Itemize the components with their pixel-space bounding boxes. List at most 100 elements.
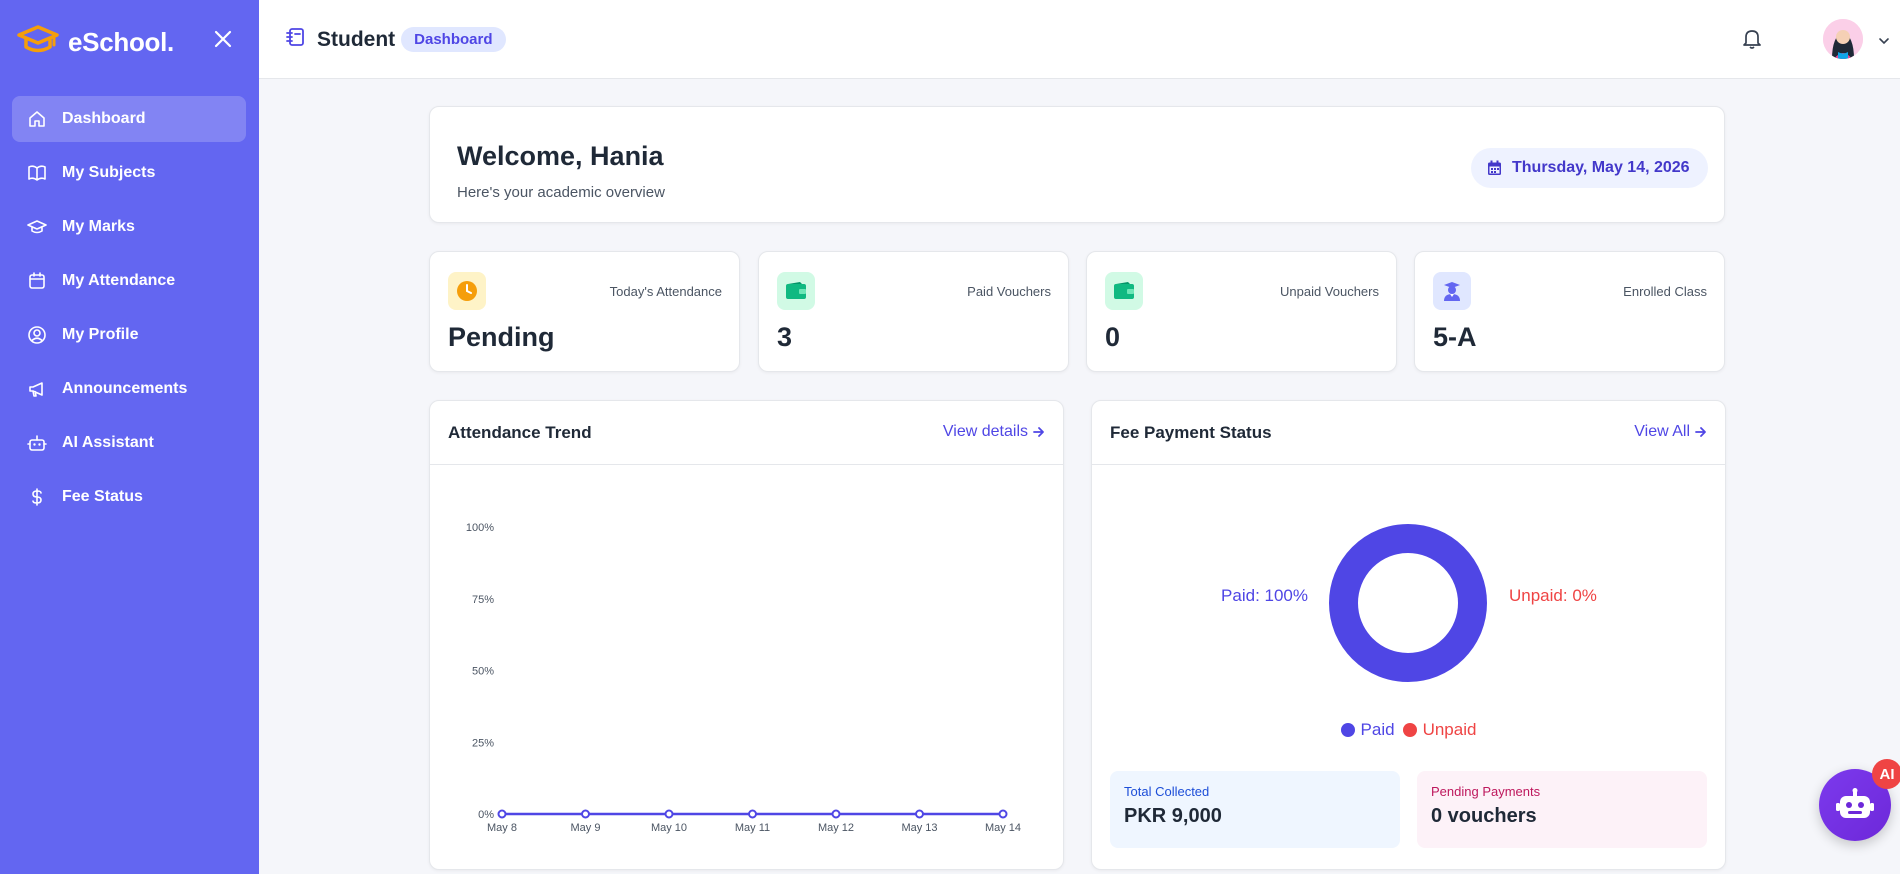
fee-legend: Paid Unpaid — [1092, 720, 1725, 740]
total-collected-label: Total Collected — [1124, 784, 1210, 799]
total-collected-box: Total Collected PKR 9,000 — [1110, 771, 1400, 848]
pending-payments-label: Pending Payments — [1431, 784, 1541, 799]
link-label: View details — [942, 423, 1028, 440]
y-tick-label: 75% — [472, 594, 494, 606]
student-icon — [1433, 272, 1471, 310]
close-sidebar-button[interactable] — [212, 28, 234, 50]
attendance-line-chart: 0% 25% 50% 75% 100% May 8 May 9 May 10 May 11 May… — [466, 522, 1021, 834]
sidebar-item-my-subjects[interactable]: My Subjects — [12, 150, 246, 196]
stat-card-attendance[interactable]: Today's Attendance Pending — [429, 251, 740, 372]
legend-label: Unpaid — [1422, 720, 1477, 739]
calendar-icon — [26, 270, 48, 292]
notebook-icon — [285, 26, 307, 53]
total-collected-value: PKR 9,000 — [1124, 805, 1222, 827]
sidebar-nav: Dashboard My Subjects My Marks My Attend… — [12, 96, 246, 528]
stat-card-paid-vouchers[interactable]: Paid Vouchers 3 — [758, 251, 1069, 372]
sidebar-item-dashboard[interactable]: Dashboard — [12, 96, 246, 142]
view-all-link[interactable]: View All — [1634, 423, 1707, 441]
x-tick-label: May 12 — [818, 822, 854, 834]
welcome-title: Welcome, Hania — [457, 141, 664, 171]
wallet-icon — [777, 272, 815, 310]
megaphone-icon — [26, 378, 48, 400]
sidebar-item-label: My Profile — [62, 326, 139, 343]
sidebar-item-announcements[interactable]: Announcements — [12, 366, 246, 412]
sidebar-item-label: Fee Status — [62, 488, 143, 505]
sidebar-item-my-attendance[interactable]: My Attendance — [12, 258, 246, 304]
clock-icon — [448, 272, 486, 310]
legend-label: Paid — [1360, 720, 1395, 739]
panel-title: Fee Payment Status — [1110, 423, 1272, 442]
sidebar-item-label: My Attendance — [62, 272, 176, 289]
data-point — [831, 809, 841, 819]
stat-card-unpaid-vouchers[interactable]: Unpaid Vouchers 0 — [1086, 251, 1397, 372]
header-badge: Dashboard — [401, 27, 506, 52]
stat-card-enrolled-class[interactable]: Enrolled Class 5-A — [1414, 251, 1725, 372]
dollar-icon — [26, 486, 48, 508]
stat-value: 5-A — [1433, 322, 1477, 352]
stat-value: 0 — [1105, 322, 1121, 352]
graduation-cap-icon — [26, 216, 48, 238]
sidebar-item-label: AI Assistant — [62, 434, 154, 451]
donut-slice-paid — [1329, 524, 1487, 682]
y-tick-label: 25% — [472, 737, 494, 749]
home-icon — [26, 108, 48, 130]
view-details-link[interactable]: View details — [943, 423, 1045, 441]
user-avatar[interactable] — [1823, 19, 1863, 59]
stat-label: Paid Vouchers — [967, 284, 1051, 299]
stat-value: Pending — [448, 322, 555, 352]
sidebar-item-fee-status[interactable]: Fee Status — [12, 474, 246, 520]
book-icon — [26, 162, 48, 184]
sidebar-item-label: Announcements — [62, 380, 188, 397]
calendar-icon — [1488, 160, 1501, 175]
panel-title: Attendance Trend — [448, 423, 592, 442]
attendance-trend-panel: Attendance Trend View details 0% 25% 50% 75… — [429, 400, 1064, 870]
y-tick-label: 0% — [478, 809, 494, 821]
stat-label: Today's Attendance — [609, 284, 722, 299]
y-tick-label: 100% — [466, 522, 494, 534]
notifications-button[interactable] — [1740, 26, 1764, 50]
pending-payments-box: Pending Payments 0 vouchers — [1417, 771, 1707, 848]
panel-header: Fee Payment Status View All — [1092, 401, 1725, 465]
x-tick-label: May 9 — [571, 822, 601, 834]
sidebar-item-label: My Marks — [62, 218, 135, 235]
legend-item-unpaid[interactable]: Unpaid — [1402, 720, 1477, 740]
x-tick-label: May 10 — [651, 822, 687, 834]
date-pill: Thursday, May 14, 2026 — [1471, 148, 1708, 188]
x-tick-label: May 14 — [985, 822, 1021, 834]
sidebar-item-ai-assistant[interactable]: AI Assistant — [12, 420, 246, 466]
legend-swatch-unpaid — [1402, 723, 1417, 737]
graduation-cap-logo-icon — [16, 23, 60, 62]
user-circle-icon — [26, 324, 48, 346]
fee-payment-panel: Fee Payment Status View All Paid: 100% U… — [1091, 400, 1726, 870]
chevron-down-icon[interactable] — [1878, 33, 1890, 45]
data-point — [581, 809, 590, 819]
legend-item-paid[interactable]: Paid — [1340, 720, 1395, 740]
welcome-card: Welcome, Hania Here's your academic over… — [429, 106, 1725, 223]
brand-logo[interactable]: eSchool. — [16, 22, 174, 62]
avatar-image — [1823, 19, 1863, 59]
x-tick-label: May 8 — [487, 822, 517, 834]
data-point — [497, 809, 507, 819]
sidebar-item-label: My Subjects — [62, 164, 156, 181]
wallet-icon — [1105, 272, 1143, 310]
bell-icon — [1743, 30, 1761, 49]
current-date: Thursday, May 14, 2026 — [1512, 159, 1690, 176]
stat-label: Enrolled Class — [1623, 284, 1707, 299]
sidebar-item-my-marks[interactable]: My Marks — [12, 204, 246, 250]
sidebar-item-my-profile[interactable]: My Profile — [12, 312, 246, 358]
header-title: Student — [317, 27, 396, 51]
paid-percent-label: Paid: 100% — [1221, 586, 1308, 605]
ai-chat-button[interactable] — [1819, 769, 1891, 841]
robot-icon — [26, 432, 48, 454]
y-tick-label: 50% — [472, 666, 494, 678]
data-point — [664, 809, 674, 819]
data-point — [748, 809, 757, 819]
data-point — [998, 809, 1008, 819]
arrow-right-icon — [1033, 427, 1044, 437]
fee-donut-chart: Paid: 100% Unpaid: 0% — [1221, 524, 1597, 682]
robot-icon — [1836, 788, 1874, 818]
pending-payments-value: 0 vouchers — [1431, 805, 1537, 827]
unpaid-percent-label: Unpaid: 0% — [1509, 586, 1597, 605]
legend-swatch-paid — [1340, 723, 1355, 737]
header-title-group: Student Dashboard — [285, 26, 506, 53]
